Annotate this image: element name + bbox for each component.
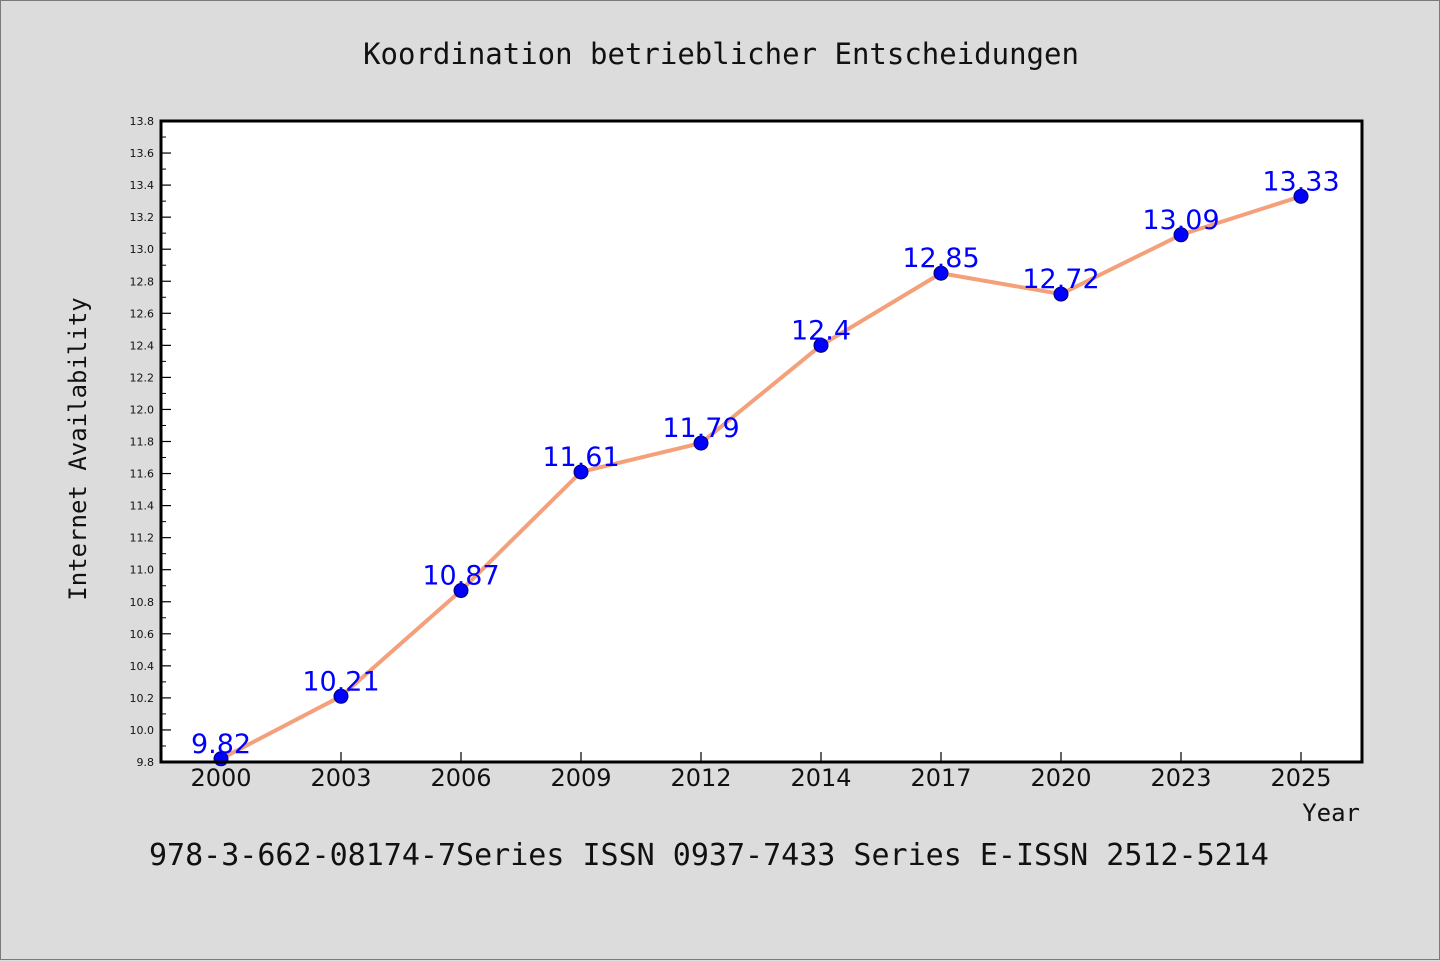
data-point — [333, 688, 349, 704]
footer-isbn-issn: 978-3-662-08174-7Series ISSN 0937-7433 S… — [149, 838, 1269, 873]
data-point — [813, 337, 829, 353]
y-tick-label: 11.4 — [130, 500, 155, 513]
y-tick-label: 12.8 — [130, 275, 155, 288]
y-tick-label: 10.4 — [130, 660, 155, 673]
y-tick-label: 9.8 — [137, 756, 155, 769]
data-label: 12.72 — [1022, 264, 1099, 295]
data-point — [1293, 188, 1309, 204]
y-tick-label: 11.0 — [130, 564, 155, 577]
y-tick-label: 12.6 — [130, 307, 155, 320]
y-tick-label: 11.8 — [130, 436, 155, 449]
x-tick-label: 2025 — [1270, 764, 1331, 792]
plot-frame — [159, 119, 1364, 764]
y-tick-label: 13.0 — [130, 243, 155, 256]
data-point — [1053, 286, 1069, 302]
data-label: 9.82 — [191, 729, 251, 760]
x-tick-label: 2009 — [550, 764, 611, 792]
plot-area — [161, 121, 1362, 762]
y-tick-label: 10.2 — [130, 692, 155, 705]
series-line — [219, 194, 1303, 761]
x-tick-label: 2003 — [310, 764, 371, 792]
data-label: 10.87 — [422, 561, 499, 592]
y-tick-label: 11.6 — [130, 468, 155, 481]
y-tick-label: 10.6 — [130, 628, 155, 641]
data-point — [1173, 227, 1189, 243]
x-tick-label: 2012 — [670, 764, 731, 792]
x-tick-label: 2006 — [430, 764, 491, 792]
x-tick-label: 2014 — [790, 764, 851, 792]
y-axis-label: Internet Availability — [64, 297, 92, 600]
y-tick-label: 13.6 — [130, 147, 155, 160]
data-label: 11.79 — [662, 413, 739, 444]
y-tick-label: 12.4 — [130, 339, 155, 352]
y-tick-label: 11.2 — [130, 532, 155, 545]
x-tick-label: 2020 — [1030, 764, 1091, 792]
y-tick-label: 12.0 — [130, 403, 155, 416]
x-tick-label: 2000 — [190, 764, 251, 792]
data-point — [693, 435, 709, 451]
x-tick-label: 2017 — [910, 764, 971, 792]
y-tick-label: 12.2 — [130, 371, 155, 384]
y-tick-label: 13.4 — [130, 179, 155, 192]
data-label: 12.4 — [791, 315, 851, 346]
y-axis: 9.8 10.0 10.2 10.4 10.6 10.8 11.0 11.2 11.4 11.6 1… — [130, 115, 171, 769]
data-label: 13.33 — [1262, 166, 1339, 197]
data-point — [573, 464, 589, 480]
y-tick-label: 13.2 — [130, 211, 155, 224]
y-tick-label: 10.0 — [130, 724, 155, 737]
data-point — [453, 583, 469, 599]
data-point — [933, 265, 949, 281]
x-tick-label: 2023 — [1150, 764, 1211, 792]
y-tick-label: 13.8 — [130, 115, 155, 128]
y-tick-label: 10.8 — [130, 596, 155, 609]
data-label: 11.61 — [542, 442, 619, 473]
x-axis-label: Year — [1302, 799, 1360, 827]
data-label: 12.85 — [902, 243, 979, 274]
chart-title: Koordination betrieblicher Entscheidunge… — [363, 37, 1079, 71]
x-axis: 2000 2003 2006 2009 2012 2014 2017 2020 2023 2025 — [190, 752, 1332, 792]
data-label: 10.21 — [302, 666, 379, 697]
data-label: 13.09 — [1142, 205, 1219, 236]
series-layer: 9.82 10.21 10.87 11.61 11.79 12.4 12.85 12.72 13… — [191, 166, 1340, 767]
